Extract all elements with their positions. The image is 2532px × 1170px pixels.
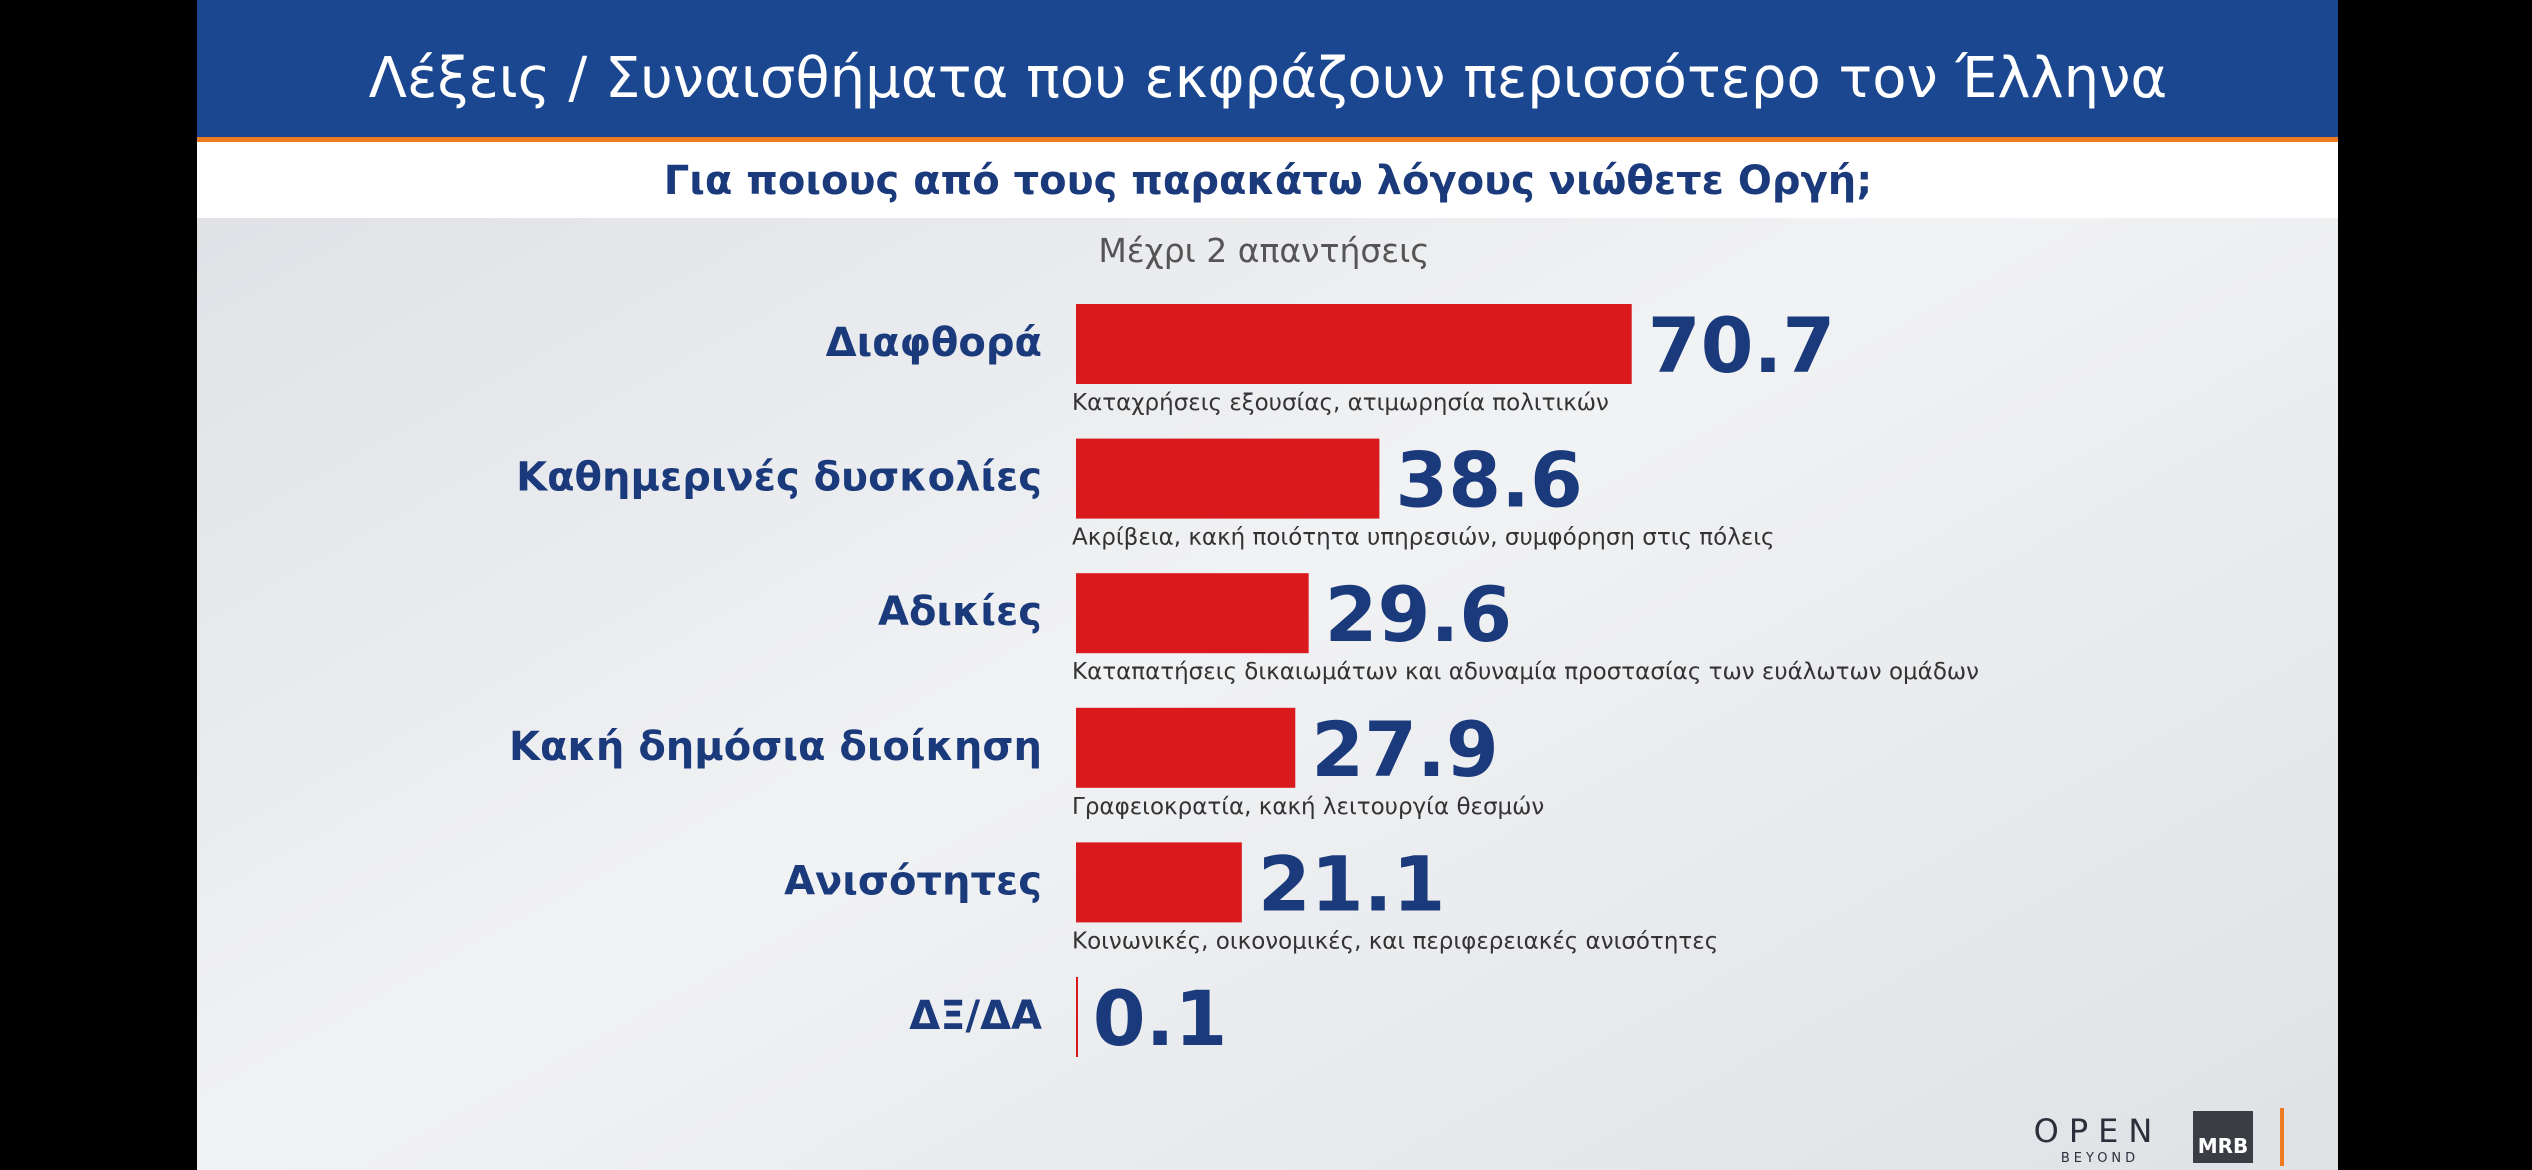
- value-label: 21.1: [1258, 839, 1446, 928]
- bar: [1076, 842, 1242, 923]
- logo-open: OPEN: [2034, 1112, 2163, 1150]
- logo-mrb-box: [2193, 1111, 2253, 1163]
- bar: [1076, 707, 1296, 788]
- note: Μέχρι 2 απαντήσεις: [1098, 231, 1429, 270]
- value-label: 70.7: [1648, 301, 1836, 390]
- category-label: Κακή δημόσια διοίκηση: [509, 724, 1042, 770]
- logo-mrb: MRB: [2198, 1134, 2249, 1158]
- category-label: Διαφθορά: [826, 320, 1042, 366]
- description: Ακρίβεια, κακή ποιότητα υπηρεσιών, συμφό…: [1072, 525, 1775, 551]
- description: Καταπατήσεις δικαιωμάτων και αδυναμία πρ…: [1072, 659, 1979, 685]
- category-label: ΔΞ/ΔΑ: [909, 993, 1042, 1039]
- category-label: Καθημερινές δυσκολίες: [516, 455, 1042, 501]
- bar: [1076, 977, 1078, 1057]
- description: Γραφειοκρατία, κακή λειτουργία θεσμών: [1072, 794, 1544, 820]
- bar: [1076, 438, 1380, 519]
- chart-title: Λέξεις / Συναισθήματα που εκφράζουν περι…: [369, 46, 2168, 111]
- logo-divider: [2280, 1108, 2284, 1166]
- value-label: 27.9: [1311, 705, 1499, 794]
- value-label: 38.6: [1395, 436, 1583, 525]
- value-label: 0.1: [1093, 974, 1228, 1063]
- header: [197, 0, 2338, 137]
- value-label: 29.6: [1325, 570, 1513, 659]
- bar: [1076, 304, 1632, 384]
- chart-subtitle: Για ποιους από τους παρακάτω λόγους νιώθ…: [664, 158, 1872, 204]
- category-label: Αδικίες: [878, 589, 1042, 635]
- bar: [1076, 573, 1309, 654]
- category-label: Ανισότητες: [784, 858, 1042, 904]
- subtitle-band: [197, 142, 2338, 218]
- accent-line: [197, 137, 2338, 142]
- description: Κοινωνικές, οικονομικές, και περιφερειακ…: [1072, 928, 1718, 954]
- logo-beyond: BEYOND: [2061, 1151, 2139, 1166]
- description: Καταχρήσεις εξουσίας, ατιμωρησία πολιτικ…: [1072, 390, 1609, 416]
